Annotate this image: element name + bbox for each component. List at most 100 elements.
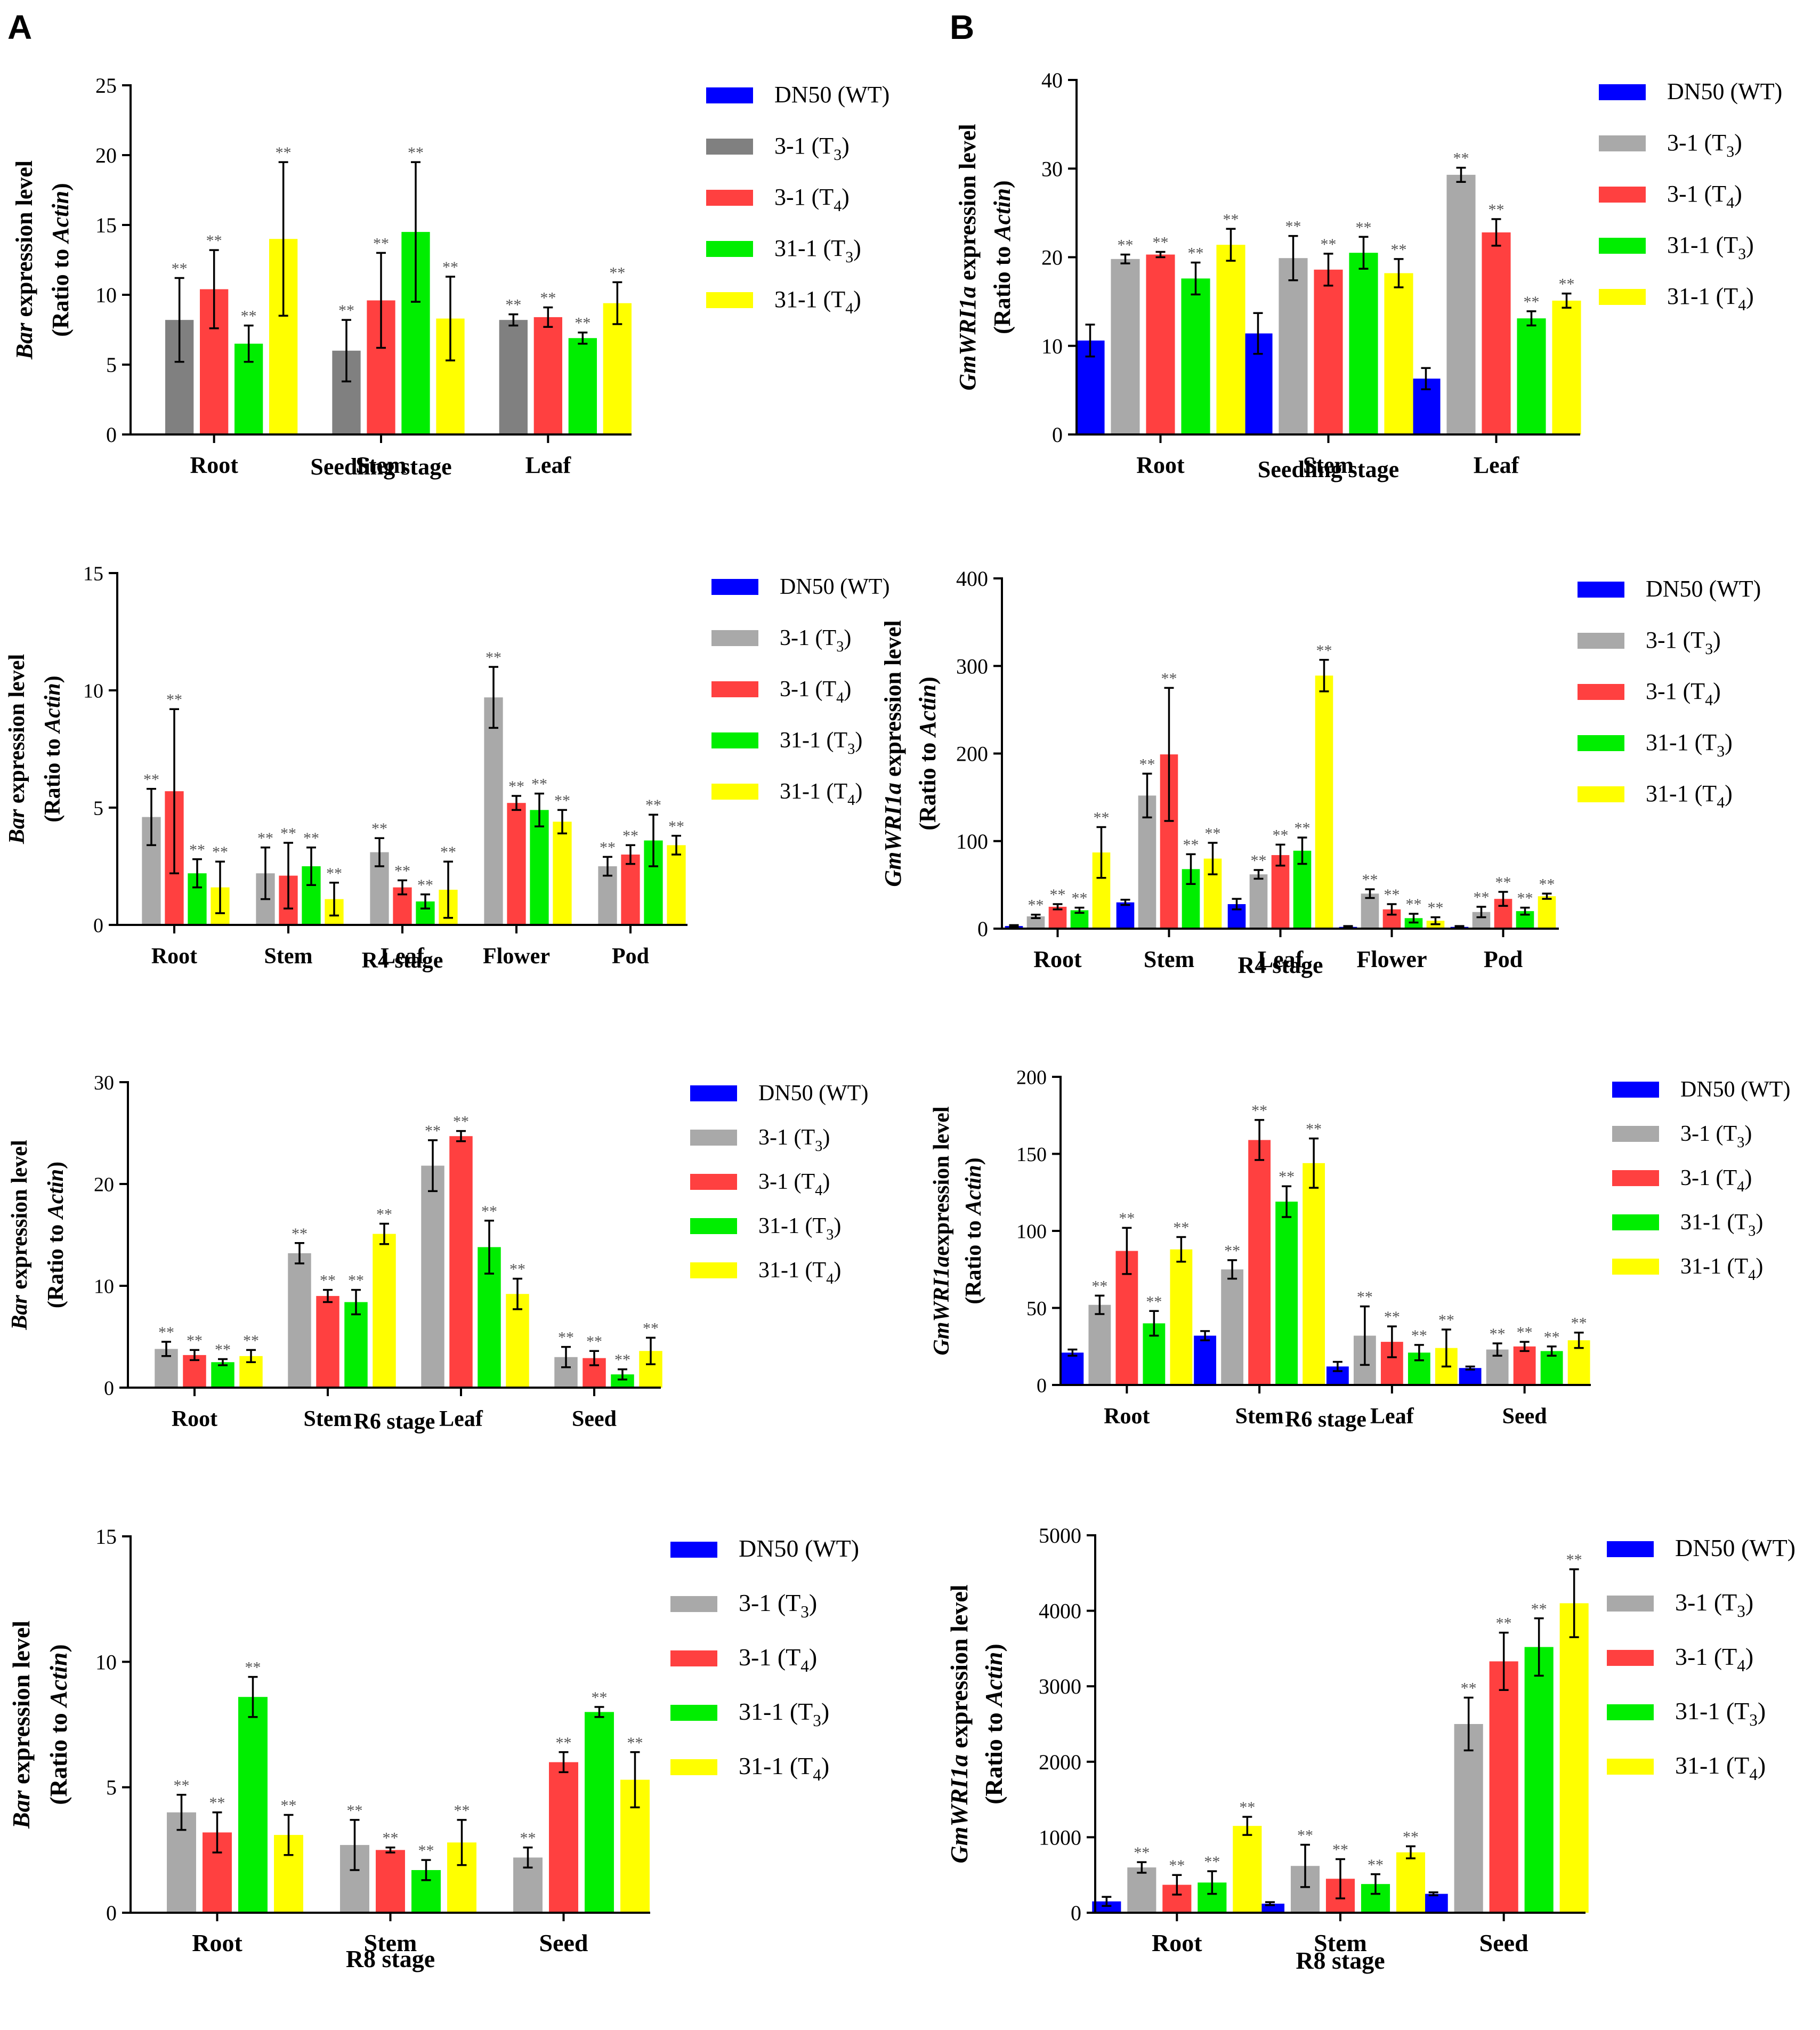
y-axis-title-line2: (Ratio to Actin)	[915, 676, 941, 830]
legend-label-2: 3-1 (T4)	[774, 184, 850, 215]
legend-label-0: DN50 (WT)	[1675, 1534, 1795, 1561]
x-tick-label-root: Root	[172, 1407, 217, 1431]
significance-mark: **	[1188, 244, 1204, 262]
error-bar-flower-s3	[1409, 913, 1419, 924]
bar-stem-s0	[1255, 1904, 1285, 1913]
significance-mark: **	[241, 308, 257, 325]
significance-mark: **	[417, 876, 433, 894]
error-bar-flower-s4	[557, 809, 567, 835]
legend-label-3: 31-1 (T3)	[1667, 232, 1754, 263]
significance-mark: **	[1273, 826, 1289, 844]
significance-mark: **	[1524, 293, 1540, 311]
significance-mark: **	[1332, 1841, 1348, 1858]
significance-mark: **	[347, 1802, 363, 1819]
significance-mark: **	[1295, 819, 1311, 837]
error-bar-seed-s3	[1534, 1617, 1544, 1677]
significance-mark: **	[454, 1802, 470, 1819]
significance-mark: **	[158, 1324, 174, 1341]
x-tick-label-flower: Flower	[1357, 946, 1427, 972]
significance-mark: **	[1224, 1242, 1240, 1260]
legend-label-3: 31-1 (T3)	[1675, 1697, 1766, 1729]
significance-mark: **	[257, 829, 273, 847]
y-tick-label: 1000	[1039, 1825, 1081, 1849]
significance-mark: **	[215, 1341, 231, 1359]
error-bar-leaf-s3	[1297, 836, 1307, 865]
error-bar-leaf-s1	[1456, 166, 1466, 183]
y-tick-label: 30	[94, 1072, 114, 1094]
y-tick-label: 10	[83, 680, 103, 702]
legend-swatch-3	[1599, 238, 1646, 254]
significance-mark: **	[383, 1830, 399, 1847]
error-bar-stem-s3	[351, 1288, 361, 1316]
significance-mark: **	[425, 1122, 441, 1140]
error-bar-pod-s3	[1520, 906, 1530, 916]
significance-mark: **	[1495, 874, 1511, 891]
error-bar-stem-s2	[1255, 1119, 1265, 1161]
y-axis-title-line1: GmWRI1a expression level	[955, 124, 981, 390]
significance-mark: **	[1566, 1551, 1582, 1569]
bar-stem-s1	[1221, 1269, 1244, 1385]
legend-label-2: 3-1 (T4)	[1667, 181, 1742, 212]
error-bar-leaf-s1	[375, 837, 384, 867]
significance-mark: **	[1517, 1324, 1533, 1341]
error-bar-root-s4	[1226, 228, 1236, 262]
legend-swatch-0	[1612, 1082, 1659, 1098]
error-bar-stem-s1	[350, 1819, 360, 1871]
significance-mark: **	[575, 315, 591, 332]
chart-b-r8: ** ** ** ** ** ** ** ** ** ** ** ** 0 1000 2000 3000 400…	[945, 1524, 1795, 1974]
bar-root-s1	[1127, 1867, 1156, 1913]
bar-seed-s4	[1559, 1603, 1589, 1913]
y-tick-label: 0	[106, 1901, 117, 1925]
error-bar-stem-s4	[457, 1819, 467, 1866]
y-tick-label: 5	[106, 353, 117, 377]
legend-swatch-3	[1612, 1214, 1659, 1230]
bar-root-s1	[1026, 916, 1045, 929]
significance-mark: **	[486, 649, 501, 666]
bar-stem-s4	[1384, 273, 1413, 434]
significance-mark: **	[166, 691, 182, 708]
error-bar-leaf-s3	[420, 893, 430, 909]
bar-flower-s1	[484, 697, 503, 925]
error-bar-leaf-s4	[1441, 1328, 1451, 1368]
legend-label-0: DN50 (WT)	[774, 82, 889, 108]
error-bar-stem-s1	[1142, 772, 1152, 819]
error-bar-root-s4	[1242, 1816, 1252, 1836]
bar-seed-s2	[549, 1762, 578, 1913]
bar-seed-s3	[585, 1712, 614, 1913]
error-bar-leaf-s0	[1421, 367, 1431, 390]
error-bar-leaf-s2	[398, 879, 407, 896]
significance-mark: **	[1474, 889, 1490, 906]
legend-label-2: 3-1 (T4)	[758, 1170, 830, 1199]
significance-mark: **	[1384, 1308, 1400, 1326]
x-tick-label-stem: Stem	[304, 1407, 352, 1431]
legend-swatch-3	[670, 1705, 717, 1721]
y-tick-label: 0	[977, 917, 988, 941]
significance-mark: **	[243, 1332, 259, 1349]
error-bar-seed-s2	[1519, 1341, 1530, 1352]
bar-leaf-s2	[1271, 855, 1290, 929]
error-bar-stem-s3	[1186, 853, 1196, 885]
error-bar-root-s2	[212, 1811, 222, 1854]
error-bar-stem-s0	[1200, 1330, 1210, 1341]
significance-mark: **	[174, 1777, 190, 1794]
error-bar-seed-s0	[1428, 1891, 1438, 1897]
legend-label-4: 31-1 (T4)	[739, 1752, 829, 1784]
error-bar-stem-s3	[411, 161, 420, 303]
significance-mark: **	[453, 1113, 469, 1131]
legend-label-1: 3-1 (T3)	[739, 1589, 817, 1621]
legend-swatch-4	[706, 292, 753, 308]
significance-mark: **	[292, 1225, 308, 1243]
significance-mark: **	[1094, 809, 1110, 826]
error-bar-root-s4	[1176, 1236, 1186, 1263]
legend-label-1: 3-1 (T3)	[1675, 1589, 1753, 1621]
bar-root-s4	[1170, 1249, 1193, 1385]
y-tick-label: 300	[956, 654, 988, 678]
significance-mark: **	[281, 1797, 297, 1814]
legend: DN50 (WT) 3-1 (T3) 3-1 (T4) 31-1 (T3) 31-1 (…	[670, 1535, 859, 1784]
x-tick-label-stem: Stem	[1235, 1404, 1284, 1429]
x-tick-label-leaf: Leaf	[1474, 452, 1520, 478]
error-bar-root-s1	[147, 788, 156, 847]
legend-swatch-0	[1599, 84, 1646, 100]
x-tick-label-flower: Flower	[483, 944, 550, 969]
error-bar-root-s1	[1031, 913, 1041, 920]
